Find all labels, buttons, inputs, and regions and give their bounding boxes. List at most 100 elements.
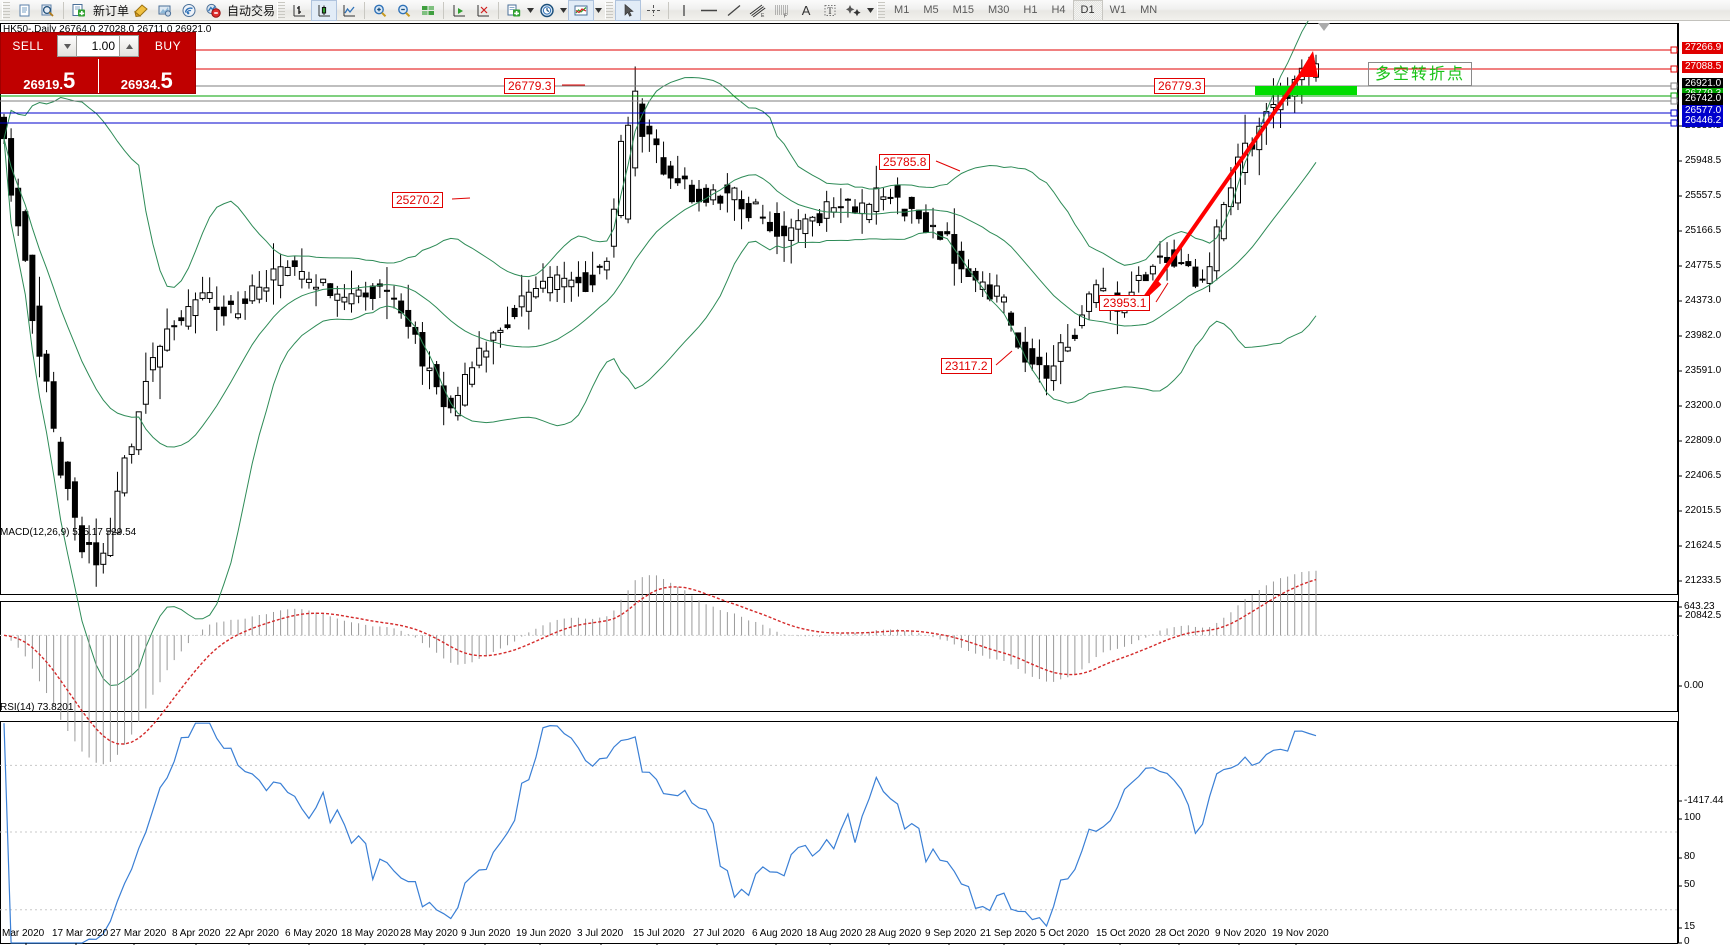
metaeditor-icon[interactable] — [129, 1, 153, 20]
vertical-line-icon[interactable] — [672, 1, 696, 20]
price-label[interactable]: 25270.2 — [392, 192, 444, 208]
date-axis-label: Mar 2020 — [2, 928, 45, 939]
shapes-icon[interactable] — [842, 1, 866, 20]
price-axis-tag: 27266.9 — [1682, 42, 1724, 54]
text-label-icon[interactable]: T — [818, 1, 842, 20]
sell-price[interactable]: 26919 . 5 — [1, 59, 98, 93]
buy-price-fraction: 5 — [160, 68, 173, 94]
macd-axis-tick: -1417.44 — [1684, 795, 1724, 806]
indicators-add-icon[interactable] — [502, 1, 526, 20]
line-chart-icon[interactable] — [337, 1, 361, 20]
toolbar-separator-5 — [498, 1, 500, 19]
price-axis-tick: 22406.5 — [1685, 470, 1722, 481]
price-label[interactable]: 25785.8 — [879, 154, 931, 170]
date-axis-label: 28 May 2020 — [400, 928, 458, 939]
date-axis-label: 17 Mar 2020 — [52, 928, 109, 939]
price-label[interactable]: 23953.1 — [1099, 295, 1151, 311]
toolbar-grip-2[interactable] — [277, 1, 286, 19]
signals-icon[interactable] — [177, 1, 201, 20]
svg-text:T: T — [827, 6, 833, 16]
tile-windows-icon[interactable] — [416, 1, 440, 20]
price-label[interactable]: 26779.3 — [504, 78, 556, 94]
one-click-trading-panel[interactable]: SELL 1.00 BUY 26919 . 5 26934 . 5 — [0, 32, 196, 94]
chevron-down-icon[interactable] — [526, 1, 535, 20]
equidistant-channel-icon[interactable]: E — [746, 1, 770, 20]
main-toolbar[interactable]: 新订单 自动交易 — [0, 0, 1730, 21]
sell-price-integer: 26919 — [23, 77, 60, 92]
toolbar-separator-6 — [668, 1, 670, 19]
horizontal-levels — [0, 46, 1678, 127]
date-axis-label: 18 Aug 2020 — [806, 928, 863, 939]
document-icon[interactable] — [12, 1, 36, 20]
periods-clock-icon[interactable] — [535, 1, 559, 20]
date-axis-label: 6 Aug 2020 — [752, 928, 803, 939]
chevron-down-icon-2[interactable] — [559, 1, 568, 20]
auto-scroll-icon[interactable] — [447, 1, 471, 20]
zoom-in-icon[interactable] — [368, 1, 392, 20]
autotrading-label[interactable]: 自动交易 — [227, 3, 276, 18]
macd-axis-tick: 0.00 — [1684, 680, 1704, 691]
chevron-down-icon-4[interactable] — [866, 1, 875, 20]
buy-button[interactable]: BUY — [154, 39, 182, 53]
price-label[interactable]: 26779.3 — [1154, 78, 1206, 94]
date-axis-label: 15 Jul 2020 — [633, 928, 685, 939]
horizontal-line-icon[interactable] — [696, 1, 722, 20]
autotrading-icon[interactable] — [201, 1, 225, 20]
timeframe-h4[interactable]: H4 — [1051, 4, 1066, 16]
timeframe-m15[interactable]: M15 — [952, 4, 974, 16]
new-order-icon[interactable] — [67, 1, 91, 20]
sell-price-dot: . — [59, 77, 64, 92]
timeframe-m5[interactable]: M5 — [923, 4, 939, 16]
toolbar-separator-4 — [443, 1, 445, 19]
price-axis-tick: 24775.5 — [1685, 260, 1722, 271]
timeframe-w1[interactable]: W1 — [1109, 4, 1127, 16]
rsi-axis-tick: 0 — [1684, 936, 1690, 947]
timeframe-d1[interactable]: D1 — [1072, 0, 1103, 21]
timeframe-m1[interactable]: M1 — [894, 4, 910, 16]
candlestick-chart-icon[interactable] — [311, 0, 338, 21]
bar-chart-icon[interactable] — [287, 1, 311, 20]
volume-input[interactable]: 1.00 — [77, 35, 119, 57]
chart-canvas[interactable] — [0, 21, 1730, 945]
rsi-axis-tick: 15 — [1684, 921, 1696, 932]
price-axis-tick: 23591.0 — [1685, 365, 1722, 376]
chart-text-note[interactable]: 多空转折点 — [1368, 62, 1473, 86]
date-axis-label: 8 Apr 2020 — [172, 928, 221, 939]
new-order-label[interactable]: 新订单 — [93, 3, 130, 18]
price-axis-tick: 20842.5 — [1685, 610, 1722, 621]
macd-axis-tick: 643.23 — [1684, 601, 1715, 612]
crosshair-icon[interactable] — [641, 1, 665, 20]
fibonacci-icon[interactable]: F — [770, 1, 794, 20]
chart-shift-icon[interactable] — [471, 1, 495, 20]
timeframe-h1[interactable]: H1 — [1023, 4, 1038, 16]
expert-advisors-icon[interactable] — [153, 1, 177, 20]
zoom-data-icon[interactable] — [36, 1, 60, 20]
timeframe-mn[interactable]: MN — [1140, 4, 1158, 16]
zoom-out-icon[interactable] — [392, 1, 416, 20]
rsi-axis-tick: 80 — [1684, 851, 1696, 862]
timeframe-group[interactable]: M1 M5 M15 M30 H1 H4 D1 W1 MN — [887, 0, 1164, 21]
toolbar-grip-3[interactable] — [605, 1, 614, 19]
trendline-icon[interactable] — [722, 1, 746, 20]
cursor-arrow-icon[interactable] — [615, 0, 642, 21]
volume-decrease-button[interactable] — [57, 35, 77, 57]
toolbar-separator-3 — [364, 1, 366, 19]
rsi-axis-tick: 100 — [1684, 812, 1701, 823]
volume-stepper[interactable]: 1.00 — [57, 35, 139, 57]
toolbar-grip[interactable] — [2, 1, 10, 19]
price-label[interactable]: 23117.2 — [941, 358, 992, 374]
volume-increase-button[interactable] — [119, 35, 139, 57]
toolbar-grip-4[interactable] — [877, 1, 886, 19]
price-axis-tick: 23982.0 — [1685, 330, 1722, 341]
highlight-zone — [1255, 86, 1357, 95]
macd-histogram — [10, 570, 1317, 765]
rsi-line — [3, 722, 1317, 944]
text-icon[interactable]: A — [801, 2, 811, 18]
sell-button[interactable]: SELL — [12, 39, 44, 53]
templates-icon[interactable] — [568, 0, 595, 21]
chevron-down-icon-3[interactable] — [594, 1, 603, 20]
rsi-indicator-label: RSI(14) 73.8201 — [0, 702, 74, 713]
buy-price[interactable]: 26934 . 5 — [99, 59, 196, 93]
timeframe-m30[interactable]: M30 — [988, 4, 1010, 16]
price-axis-tick: 22809.0 — [1685, 435, 1722, 446]
